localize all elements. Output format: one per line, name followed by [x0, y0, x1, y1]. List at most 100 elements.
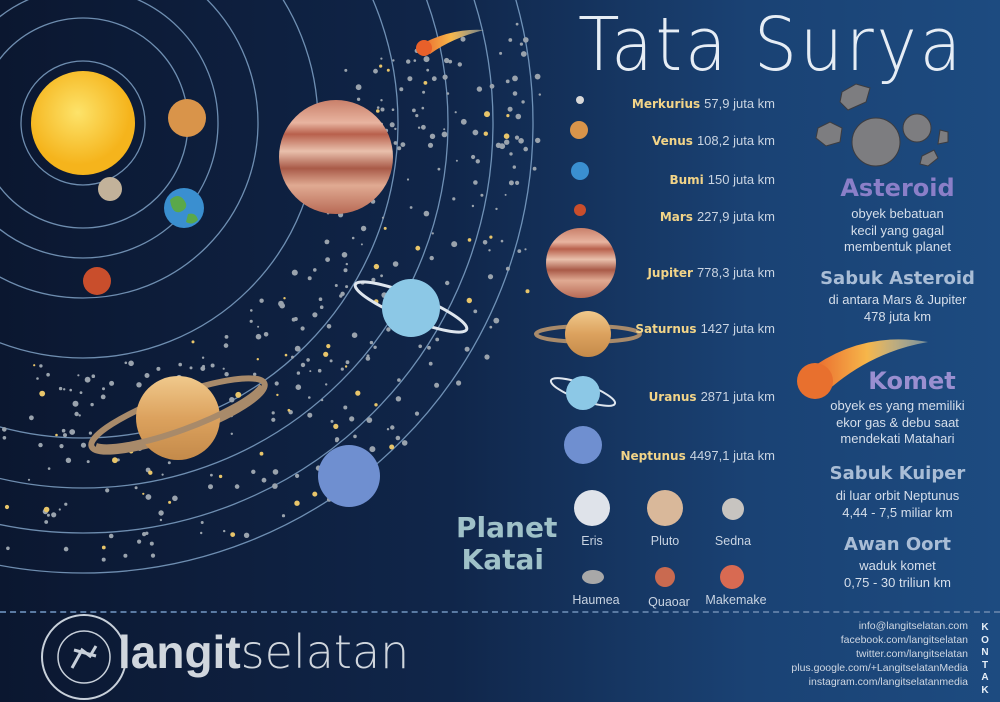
planet-row-mercury: Merkurius 57,9 juta km	[632, 96, 775, 111]
belt-dot	[291, 269, 298, 276]
line: obyek bebatuan	[851, 206, 944, 221]
belt-dot	[39, 390, 46, 397]
belt-dot	[134, 486, 138, 490]
belt-dot	[351, 332, 358, 339]
jupiter	[279, 100, 393, 214]
contact-googleplus-link[interactable]: plus.google.com/+LangitselatanMedia	[791, 662, 968, 674]
belt-dot	[234, 484, 240, 489]
belt-dot	[484, 111, 490, 118]
belt-dot	[407, 76, 413, 82]
kuiper-description: di luar orbit Neptunus 4,44 - 7,5 miliar …	[800, 488, 995, 521]
dwarf-planet-heading: Planet Katai	[456, 511, 558, 576]
belt-dot	[39, 364, 43, 368]
kuiper-title: Sabuk Kuiper	[829, 463, 966, 484]
belt-dot	[532, 166, 537, 171]
saturn	[88, 375, 268, 460]
belt-dot	[381, 216, 385, 219]
belt-dot	[506, 114, 510, 118]
belt-dot	[476, 86, 483, 92]
belt-dot	[84, 376, 91, 383]
belt-dot	[29, 415, 34, 421]
belt-dot	[158, 510, 164, 516]
belt-dot	[355, 390, 361, 396]
belt-dot	[515, 113, 522, 120]
belt-dot	[427, 345, 431, 350]
belt-dot	[460, 36, 466, 42]
belt-dot	[376, 109, 380, 113]
belt-dot	[508, 38, 513, 42]
belt-dot	[307, 412, 313, 418]
belt-dot	[380, 107, 385, 112]
belt-dot	[343, 405, 348, 410]
belt-dot	[189, 366, 193, 370]
belt-dot	[373, 263, 380, 270]
belt-dot	[467, 238, 472, 242]
belt-dot	[503, 133, 510, 139]
belt-dot	[69, 429, 76, 435]
planet-distance: 108,2 juta km	[696, 133, 775, 148]
contact-twitter-link[interactable]: twitter.com/langitselatan	[855, 648, 968, 660]
mars	[83, 267, 111, 295]
belt-dot	[200, 521, 204, 524]
belt-dot	[499, 51, 503, 55]
belt-dot	[373, 345, 377, 349]
belt-dot	[426, 68, 430, 72]
belt-dot	[200, 531, 203, 535]
heading-line: Planet	[456, 511, 558, 544]
belt-dot	[423, 56, 430, 63]
belt-dot	[351, 236, 355, 240]
belt-dot	[517, 249, 522, 254]
contact-instagram-link[interactable]: instagram.com/langitselatanmedia	[808, 676, 968, 688]
belt-dot	[308, 396, 311, 399]
belt-dot	[524, 248, 527, 251]
belt-dot	[145, 494, 152, 500]
belt-dot	[383, 226, 387, 230]
belt-dot	[482, 240, 488, 245]
dwarf-label: Haumea	[572, 593, 620, 607]
belt-dot	[27, 478, 31, 481]
belt-dot	[150, 553, 156, 558]
belt-dot	[295, 473, 300, 478]
asteroid-title: Asteroid	[840, 174, 955, 202]
contact-email-link[interactable]: info@langitselatan.com	[858, 620, 968, 632]
planet-name: Merkurius	[631, 97, 701, 111]
belt-dot	[69, 388, 72, 392]
belt-dot	[429, 255, 434, 261]
belt-dot	[58, 386, 63, 391]
belt-dot	[445, 280, 450, 286]
belt-dot	[294, 500, 300, 506]
belt-dot	[300, 362, 306, 368]
belt-dot	[281, 514, 286, 518]
line: waduk komet	[859, 558, 936, 573]
belt-dot	[401, 440, 408, 446]
belt-dot	[80, 442, 87, 448]
belt-dot	[77, 374, 80, 377]
belt-dot	[343, 268, 348, 273]
dwarf-label: Quaoar	[648, 595, 690, 609]
belt-dot	[156, 366, 161, 371]
contact-facebook-link[interactable]: facebook.com/langitselatan	[840, 634, 968, 646]
planet-row-uranus: Uranus 2871 juta km	[649, 389, 775, 404]
venus	[168, 99, 206, 137]
belt-dot	[515, 22, 519, 26]
belt-dot	[191, 340, 195, 344]
belt-dot	[168, 500, 172, 504]
belt-dot	[38, 442, 43, 448]
belt-dot	[317, 368, 322, 373]
belt-dot	[369, 446, 376, 453]
belt-dot	[271, 417, 276, 422]
belt-dot	[374, 403, 378, 407]
belt-dot	[91, 374, 96, 379]
belt-dot	[36, 377, 39, 380]
belt-dot	[509, 152, 513, 156]
belt-dot	[386, 428, 390, 431]
belt-dot	[263, 332, 269, 337]
belt-dot	[309, 370, 312, 373]
planet-row-earth: Bumi 150 juta km	[669, 172, 775, 187]
belt-dot	[178, 362, 182, 367]
belt-dot	[325, 257, 330, 262]
brand-bold: langit	[118, 626, 241, 678]
belt-dot	[456, 380, 462, 386]
belt-dot	[229, 397, 235, 403]
